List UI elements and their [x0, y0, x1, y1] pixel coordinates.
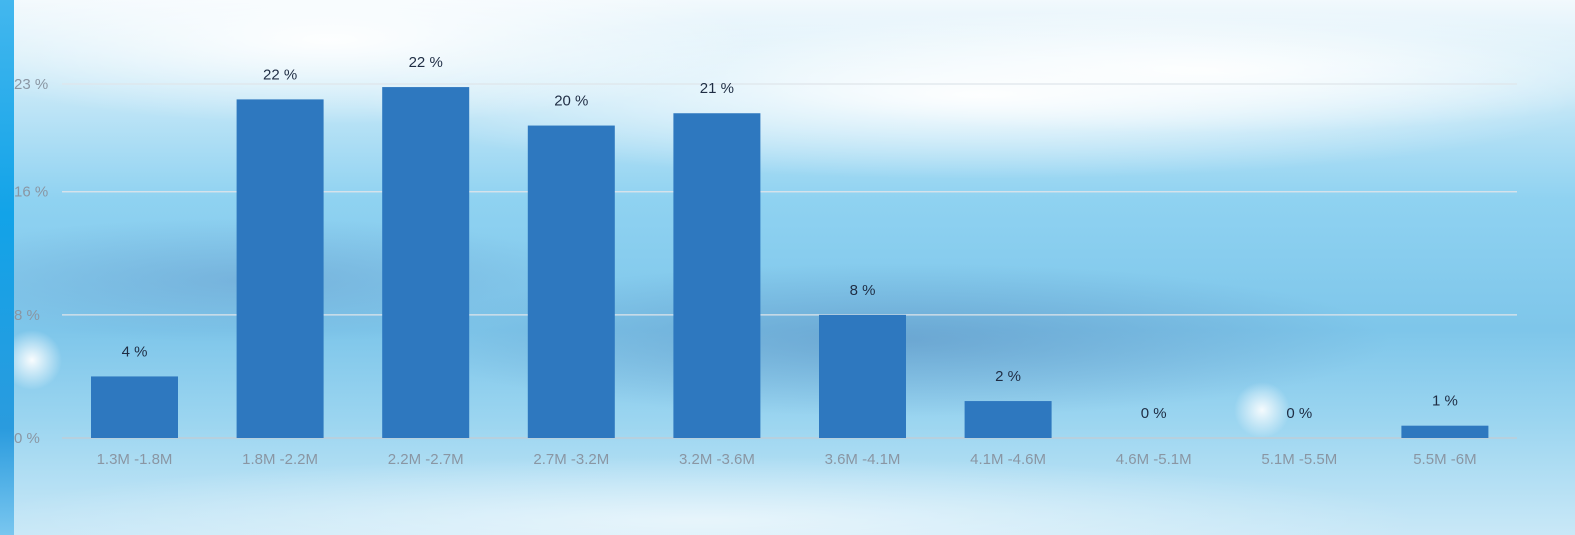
y-tick-label: 8 % [14, 307, 40, 324]
data-label: 0 % [1286, 405, 1312, 422]
x-tick-label: 5.1M -5.5M [1261, 451, 1337, 468]
data-label: 8 % [850, 282, 876, 299]
y-tick-label: 0 % [14, 430, 40, 447]
y-axis: 0 % 8 % 16 % 23 % [14, 76, 48, 447]
bar[interactable] [673, 113, 761, 439]
x-tick-label: 4.1M -4.6M [970, 451, 1046, 468]
data-label: 22 % [263, 66, 297, 83]
x-tick-label: 2.2M -2.7M [388, 451, 464, 468]
bar[interactable] [527, 125, 615, 438]
bar[interactable] [236, 99, 324, 439]
data-label: 4 % [122, 343, 148, 360]
x-axis: 1.3M -1.8M 1.8M -2.2M 2.2M -2.7M 2.7M -3.2M… [97, 451, 1477, 468]
bars [91, 87, 1489, 439]
bar[interactable] [964, 401, 1052, 438]
data-label: 20 % [554, 93, 588, 110]
bar[interactable] [1401, 425, 1489, 438]
x-tick-label: 3.2M -3.6M [679, 451, 755, 468]
left-accent-strip [0, 0, 14, 535]
x-tick-label: 4.6M -5.1M [1116, 451, 1192, 468]
y-tick-label: 16 % [14, 184, 48, 201]
bar[interactable] [382, 87, 470, 439]
x-tick-label: 5.5M -6M [1413, 451, 1476, 468]
data-label: 2 % [995, 368, 1021, 385]
bar[interactable] [91, 376, 178, 438]
data-labels: 4 % 22 % 22 % 20 % 21 % 8 % 2 % 0 % 0 % 1 % [122, 54, 1458, 422]
x-tick-label: 2.7M -3.2M [533, 451, 609, 468]
data-label: 1 % [1432, 393, 1458, 410]
data-label: 22 % [409, 54, 443, 71]
data-label: 21 % [700, 80, 734, 97]
x-tick-label: 1.8M -2.2M [242, 451, 318, 468]
bar[interactable] [819, 314, 906, 438]
data-label: 0 % [1141, 405, 1167, 422]
x-tick-label: 1.3M -1.8M [97, 451, 173, 468]
y-tick-label: 23 % [14, 76, 48, 93]
x-tick-label: 3.6M -4.1M [825, 451, 901, 468]
